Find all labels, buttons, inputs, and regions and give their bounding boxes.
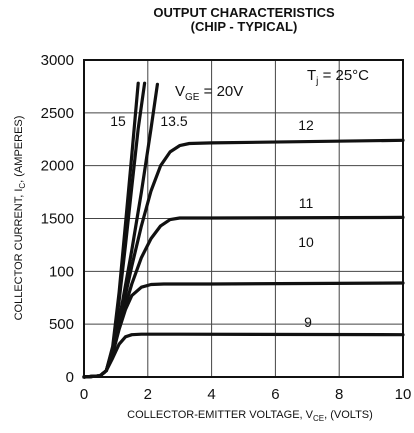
curve-label-15: 15 [110, 113, 126, 129]
curve-label-vge: VGE = 20V [175, 83, 243, 103]
x-tick-label: 0 [80, 386, 88, 403]
curve-label-13-5: 13.5 [160, 113, 187, 129]
x-tick-label: 4 [207, 386, 215, 403]
x-axis-label: COLLECTOR-EMITTER VOLTAGE, VCE, (VOLTS) [127, 409, 373, 423]
y-tick-label: 2000 [41, 158, 74, 175]
chart-title: OUTPUT CHARACTERISTICS [153, 5, 335, 20]
y-tick-label: 1500 [41, 211, 74, 228]
svg-text:COLLECTOR CURRENT, IC, (AMPERE: COLLECTOR CURRENT, IC, (AMPERES) [13, 116, 27, 321]
x-tick-labels: 0 2 4 6 8 10 [80, 386, 412, 403]
curve-group [82, 81, 405, 379]
y-tick-label: 500 [49, 316, 74, 333]
x-tick-label: 2 [144, 386, 152, 403]
y-tick-label: 0 [66, 369, 74, 386]
svg-text:Tj = 25°C: Tj = 25°C [307, 67, 369, 87]
x-tick-label: 8 [335, 386, 343, 403]
curve-vge-10 [82, 281, 405, 379]
y-tick-label: 3000 [41, 52, 74, 69]
y-tick-label: 100 [49, 263, 74, 280]
y-tick-label: 2500 [41, 105, 74, 122]
curve-vge-v-ge-20v [82, 81, 140, 379]
chart-subtitle: (CHIP - TYPICAL) [191, 19, 298, 34]
curve-label-10: 10 [298, 234, 314, 250]
temperature-annotation: Tj = 25°C [307, 67, 369, 87]
x-tick-label: 10 [395, 386, 412, 403]
x-tick-label: 6 [271, 386, 279, 403]
y-tick-labels: 0 500 100 1500 2000 2500 3000 [41, 52, 74, 386]
curve-vge-9 [82, 332, 405, 379]
svg-text:VGE = 20V: VGE = 20V [175, 83, 243, 103]
y-axis-label: COLLECTOR CURRENT, IC, (AMPERES) [13, 116, 27, 321]
curve-label-11: 11 [299, 195, 314, 211]
svg-text:COLLECTOR-EMITTER VOLTAGE, VCE: COLLECTOR-EMITTER VOLTAGE, VCE, (VOLTS) [127, 409, 373, 423]
plot-frame [83, 59, 404, 378]
curve-label-12: 12 [298, 117, 314, 133]
curve-label-9: 9 [304, 314, 312, 330]
